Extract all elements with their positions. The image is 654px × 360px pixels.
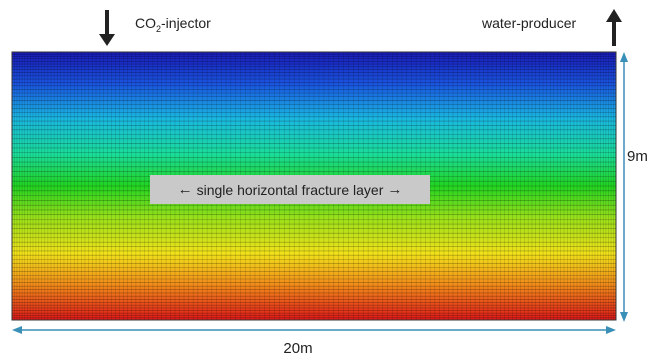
width-dimension-line xyxy=(12,326,616,334)
up-arrow-icon xyxy=(606,9,622,46)
water-producer-label: water-producer xyxy=(482,15,577,31)
fracture-layer-text: single horizontal fracture layer xyxy=(196,181,384,198)
right-arrow-icon: → xyxy=(387,181,403,198)
left-arrow-icon: ← xyxy=(177,181,193,198)
height-dimension-label: 9m xyxy=(627,148,648,165)
co2-injector-label: CO2-injector xyxy=(135,15,211,34)
width-dimension-label: 20m xyxy=(283,340,313,357)
fracture-layer-label: ← single horizontal fracture layer → xyxy=(150,175,430,204)
down-arrow-icon xyxy=(99,10,115,46)
height-dimension-line xyxy=(620,52,628,322)
reservoir-border xyxy=(11,51,617,321)
